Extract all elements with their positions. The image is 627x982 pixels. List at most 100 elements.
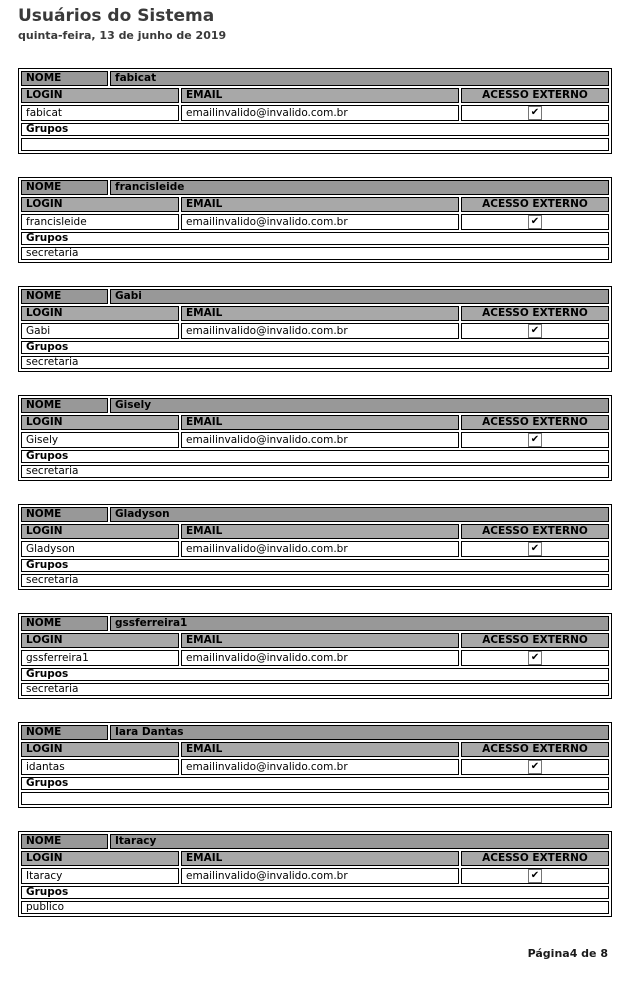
user-name-value: gssferreira1: [110, 616, 610, 631]
grupos-value: secretaria: [21, 683, 610, 696]
email-column-header: EMAIL: [181, 851, 459, 866]
grupos-header-row: Grupos: [21, 341, 610, 354]
acesso-externo-checkbox[interactable]: ✔: [528, 869, 542, 883]
column-header-row: LOGIN EMAIL ACESSO EXTERNO: [21, 742, 610, 757]
user-data-row: Gisely emailinvalido@invalido.com.br ✔: [21, 432, 609, 448]
checkmark-icon: ✔: [530, 870, 540, 881]
login-value: francisleide: [21, 214, 179, 230]
login-column-header: LOGIN: [21, 88, 179, 103]
email-column-header: EMAIL: [181, 742, 459, 757]
login-column-header: LOGIN: [21, 524, 179, 539]
checkmark-icon: ✔: [530, 652, 540, 663]
email-value: emailinvalido@invalido.com.br: [181, 868, 459, 884]
grupos-label: Grupos: [21, 450, 609, 463]
email-column-header: EMAIL: [181, 633, 459, 648]
email-value: emailinvalido@invalido.com.br: [181, 759, 459, 775]
login-column-header: LOGIN: [21, 851, 179, 866]
user-table: NOME francisleide LOGIN EMAIL ACESSO EXT…: [18, 177, 613, 263]
grupos-label: Grupos: [21, 886, 609, 899]
acesso-externo-checkbox[interactable]: ✔: [528, 106, 542, 120]
grupos-value-row: publico: [21, 901, 609, 914]
grupos-value-row: secretaria: [21, 356, 610, 369]
email-value: emailinvalido@invalido.com.br: [181, 214, 459, 230]
checkmark-icon: ✔: [530, 107, 540, 118]
nome-row: NOME Iara Dantas: [21, 725, 610, 740]
user-table: NOME Gabi LOGIN EMAIL ACESSO EXTERNO Gab…: [18, 286, 613, 372]
nome-row: NOME Itaracy: [21, 834, 609, 849]
nome-row: NOME fabicat: [21, 71, 609, 86]
acesso-externo-cell: ✔: [461, 323, 610, 339]
acesso-externo-column-header: ACESSO EXTERNO: [461, 851, 609, 866]
nome-label: NOME: [21, 725, 108, 740]
user-name-value: francisleide: [110, 180, 610, 195]
acesso-externo-column-header: ACESSO EXTERNO: [461, 415, 609, 430]
nome-label: NOME: [21, 398, 108, 413]
page-number: Página4 de 8: [527, 947, 608, 960]
grupos-value-row: secretaria: [21, 247, 610, 260]
user-name-value: Iara Dantas: [110, 725, 610, 740]
nome-label: NOME: [21, 289, 108, 304]
column-header-row: LOGIN EMAIL ACESSO EXTERNO: [21, 851, 609, 866]
acesso-externo-checkbox[interactable]: ✔: [528, 542, 542, 556]
grupos-header-row: Grupos: [21, 668, 610, 681]
page-date: quinta-feira, 13 de junho de 2019: [18, 29, 227, 42]
login-value: gssferreira1: [21, 650, 179, 666]
user-data-row: fabicat emailinvalido@invalido.com.br ✔: [21, 105, 609, 121]
checkmark-icon: ✔: [530, 325, 540, 336]
acesso-externo-column-header: ACESSO EXTERNO: [461, 197, 610, 212]
email-value: emailinvalido@invalido.com.br: [181, 323, 459, 339]
acesso-externo-checkbox[interactable]: ✔: [528, 651, 543, 665]
nome-label: NOME: [21, 616, 108, 631]
email-value: emailinvalido@invalido.com.br: [181, 541, 459, 557]
column-header-row: LOGIN EMAIL ACESSO EXTERNO: [21, 633, 610, 648]
acesso-externo-cell: ✔: [461, 650, 610, 666]
grupos-value-row: secretaria: [21, 574, 609, 587]
nome-row: NOME gssferreira1: [21, 616, 610, 631]
email-value: emailinvalido@invalido.com.br: [181, 432, 459, 448]
acesso-externo-cell: ✔: [461, 105, 609, 121]
acesso-externo-checkbox[interactable]: ✔: [528, 215, 542, 229]
login-value: Gladyson: [21, 541, 179, 557]
acesso-externo-cell: ✔: [461, 759, 610, 775]
grupos-value: secretaria: [21, 574, 609, 587]
nome-row: NOME Gladyson: [21, 507, 609, 522]
checkmark-icon: ✔: [530, 216, 540, 227]
grupos-value-row: [21, 138, 609, 151]
nome-label: NOME: [21, 507, 108, 522]
grupos-value-row: [21, 792, 610, 805]
email-column-header: EMAIL: [181, 197, 459, 212]
nome-row: NOME Gabi: [21, 289, 610, 304]
user-tables: NOME fabicat LOGIN EMAIL ACESSO EXTERNO …: [18, 68, 627, 917]
login-value: Itaracy: [21, 868, 179, 884]
user-data-row: gssferreira1 emailinvalido@invalido.com.…: [21, 650, 610, 666]
login-value: idantas: [21, 759, 179, 775]
acesso-externo-checkbox[interactable]: ✔: [528, 324, 542, 338]
email-value: emailinvalido@invalido.com.br: [181, 650, 459, 666]
acesso-externo-column-header: ACESSO EXTERNO: [461, 88, 609, 103]
user-table: NOME fabicat LOGIN EMAIL ACESSO EXTERNO …: [18, 68, 612, 154]
login-column-header: LOGIN: [21, 306, 179, 321]
acesso-externo-column-header: ACESSO EXTERNO: [461, 742, 610, 757]
nome-row: NOME Gisely: [21, 398, 609, 413]
user-name-value: Gladyson: [110, 507, 609, 522]
user-name-value: Gisely: [110, 398, 609, 413]
column-header-row: LOGIN EMAIL ACESSO EXTERNO: [21, 88, 609, 103]
grupos-label: Grupos: [21, 232, 610, 245]
user-data-row: Gabi emailinvalido@invalido.com.br ✔: [21, 323, 610, 339]
user-name-value: fabicat: [110, 71, 609, 86]
user-table: NOME Gisely LOGIN EMAIL ACESSO EXTERNO G…: [18, 395, 612, 481]
acesso-externo-column-header: ACESSO EXTERNO: [461, 524, 609, 539]
nome-row: NOME francisleide: [21, 180, 610, 195]
acesso-externo-checkbox[interactable]: ✔: [528, 760, 542, 774]
grupos-value: secretaria: [21, 247, 610, 260]
grupos-label: Grupos: [21, 559, 609, 572]
acesso-externo-checkbox[interactable]: ✔: [528, 433, 542, 447]
grupos-label: Grupos: [21, 668, 610, 681]
user-name-value: Itaracy: [110, 834, 609, 849]
grupos-value-row: secretaria: [21, 683, 610, 696]
nome-label: NOME: [21, 834, 108, 849]
grupos-value: secretaria: [21, 465, 609, 478]
login-column-header: LOGIN: [21, 197, 179, 212]
user-table: NOME Gladyson LOGIN EMAIL ACESSO EXTERNO…: [18, 504, 612, 590]
grupos-value: secretaria: [21, 356, 610, 369]
